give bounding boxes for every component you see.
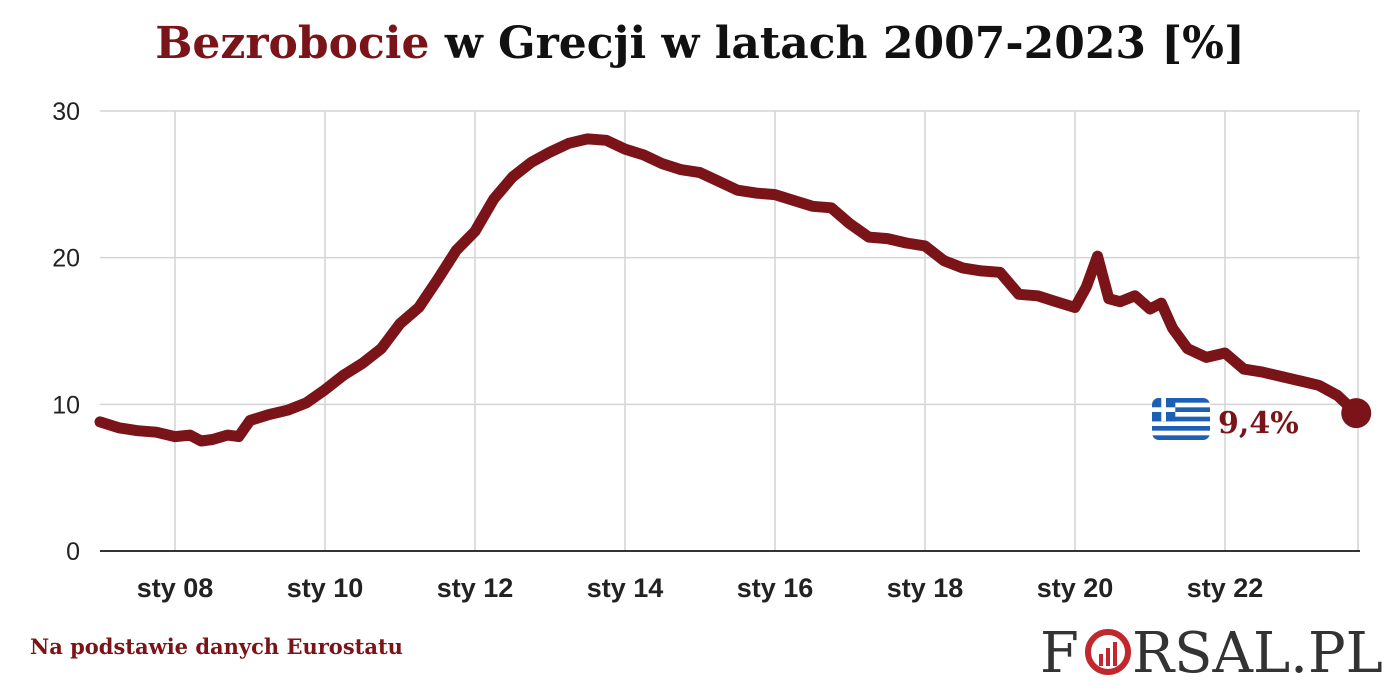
x-axis-ticks: sty 08 sty 10 sty 12 sty 14 sty 16 sty 18 sty …: [137, 573, 1264, 603]
end-data-point: [1341, 398, 1372, 429]
y-tick-label: 0: [66, 538, 80, 566]
chart-title-accent: Bezrobocie: [155, 18, 430, 69]
source-note: Na podstawie danych Eurostatu: [30, 634, 403, 659]
logo-text-start: F: [1040, 621, 1079, 684]
x-tick-label: sty 22: [1187, 573, 1264, 603]
chart-title-rest: w Grecji w latach 2007-2023 [%]: [429, 18, 1245, 69]
x-tick-label: sty 18: [887, 573, 964, 603]
x-tick-label: sty 10: [287, 573, 364, 603]
y-tick-label: 20: [52, 245, 80, 273]
x-tick-label: sty 12: [437, 573, 514, 603]
y-tick-label: 30: [52, 98, 80, 126]
logo-text-end: RSAL.PL: [1132, 621, 1383, 684]
forsal-logo-o-chart-icon: [1085, 629, 1131, 675]
y-tick-label: 10: [52, 391, 80, 419]
x-tick-label: sty 20: [1037, 573, 1114, 603]
x-tick-label: sty 14: [587, 573, 664, 603]
greece-flag-icon: [1152, 398, 1210, 440]
forsal-logo: F RSAL.PL: [1040, 621, 1383, 684]
end-value-label: 9,4%: [1218, 406, 1299, 441]
y-axis-ticks: 0 10 20 30: [52, 98, 80, 566]
x-tick-label: sty 08: [137, 573, 214, 603]
chart-title: Bezrobocie w Grecji w latach 2007-2023 […: [0, 18, 1400, 69]
x-tick-label: sty 16: [737, 573, 814, 603]
unemployment-series-line: [94, 133, 1362, 447]
